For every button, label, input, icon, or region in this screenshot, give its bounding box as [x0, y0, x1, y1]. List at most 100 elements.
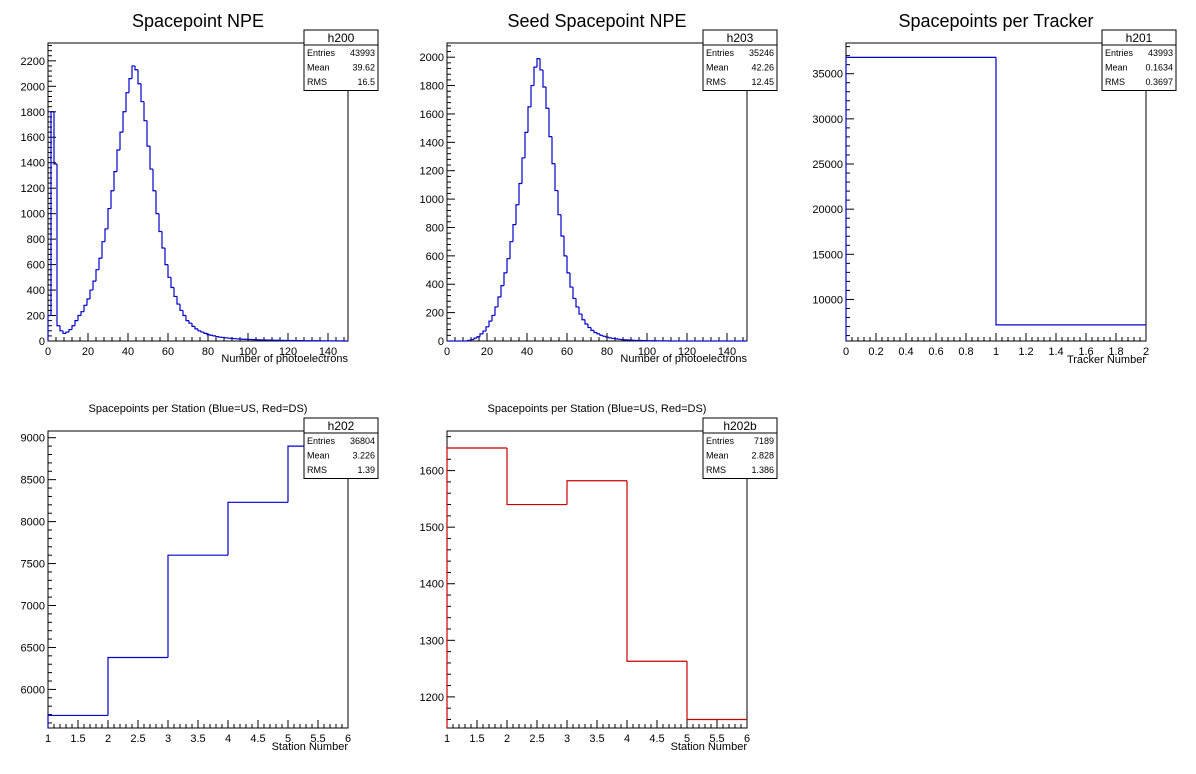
histogram-bin	[74, 320, 78, 326]
stats-label: RMS	[307, 77, 327, 87]
histogram-bin	[473, 337, 477, 340]
stats-label: Mean	[1105, 63, 1128, 73]
histogram-bin	[56, 163, 60, 327]
x-tick-label: 1	[444, 733, 450, 745]
stats-value: 1.386	[751, 465, 774, 475]
histogram-bin	[86, 298, 90, 306]
stats-value: 35246	[749, 48, 774, 58]
histogram-bin	[47, 714, 108, 728]
histogram-bin	[494, 306, 498, 316]
x-tick-label: 2	[504, 733, 510, 745]
histogram-bin	[71, 325, 75, 330]
histogram-bin	[566, 255, 570, 274]
y-tick-label: 1200	[420, 692, 444, 704]
stats-label: Mean	[307, 451, 330, 461]
histogram-bin	[569, 272, 573, 288]
histogram-bin	[200, 330, 204, 333]
histogram-bin	[77, 314, 81, 321]
histogram-bin	[125, 92, 129, 112]
histogram-bin	[143, 101, 147, 122]
stats-header: h203	[727, 31, 754, 45]
y-tick-label: 600	[27, 260, 45, 272]
x-tick-label: 140	[319, 346, 337, 358]
x-tick-label: 4.5	[250, 733, 265, 745]
y-tick-label: 7500	[21, 559, 45, 571]
x-tick-label: 6	[345, 733, 351, 745]
plot-frame	[446, 430, 748, 729]
stats-value: 43993	[350, 48, 375, 58]
x-tick-label: 3.5	[589, 733, 604, 745]
histogram-bin	[80, 311, 84, 316]
histogram-bin	[206, 333, 210, 336]
histogram-bin	[446, 447, 507, 728]
y-tick-label: 1800	[21, 107, 45, 119]
y-tick-label: 8500	[21, 475, 45, 487]
x-axis-label: Station Number	[272, 741, 349, 753]
histogram-bin	[536, 58, 540, 68]
stats-value: 1.39	[357, 465, 375, 475]
y-tick-label: 9000	[21, 433, 45, 445]
y-tick-label: 200	[27, 311, 45, 323]
stats-box: h201 Entries 43993 Mean 0.1634 RMS 0.3697	[1101, 29, 1177, 91]
x-tick-label: 4.5	[649, 733, 664, 745]
x-tick-label: 1.5	[70, 733, 85, 745]
x-tick-label: 120	[678, 346, 696, 358]
x-tick-label: 80	[601, 346, 613, 358]
stats-header: h202b	[723, 419, 757, 433]
stats-value: 7189	[754, 436, 774, 446]
histogram-bin	[95, 269, 99, 282]
stats-label: Mean	[307, 63, 330, 73]
chart-title: Seed Spacepoint NPE	[507, 11, 686, 31]
histogram-bin	[104, 228, 108, 242]
x-tick-label: 0.8	[958, 346, 973, 358]
histogram-bin	[545, 86, 549, 109]
histogram-bin	[608, 337, 612, 339]
histogram-bin	[98, 257, 102, 270]
y-tick-label: 800	[426, 222, 444, 234]
histogram-bin	[488, 320, 492, 327]
histogram-bin	[605, 336, 609, 338]
y-tick-label: 200	[426, 308, 444, 320]
histogram-bin	[188, 320, 192, 324]
stats-value: 16.5	[357, 77, 375, 87]
histogram-bin	[521, 157, 525, 184]
histogram-bin	[626, 480, 687, 662]
stats-label: Entries	[307, 48, 336, 58]
x-tick-label: 0.4	[898, 346, 913, 358]
histogram-bin	[107, 207, 111, 229]
histogram-bin	[686, 661, 747, 721]
y-tick-label: 1200	[21, 183, 45, 195]
histogram-bin	[485, 326, 489, 332]
stats-label: RMS	[307, 465, 327, 475]
stats-label: RMS	[706, 465, 726, 475]
stats-label: Entries	[307, 436, 336, 446]
histogram-bin	[512, 224, 516, 242]
y-tick-label: 6500	[21, 642, 45, 654]
x-tick-label: 0.6	[928, 346, 943, 358]
histogram-bin	[212, 335, 216, 337]
chart-title: Spacepoint NPE	[132, 11, 264, 31]
x-tick-label: 2.5	[130, 733, 145, 745]
histogram-bin	[59, 325, 63, 332]
x-axis-label: Tracker Number	[1067, 354, 1146, 366]
stats-label: Entries	[1105, 48, 1134, 58]
stats-label: Mean	[706, 63, 729, 73]
histogram-bin	[539, 58, 543, 71]
x-tick-label: 1.2	[1018, 346, 1033, 358]
x-tick-label: 0	[843, 346, 849, 358]
stats-header: h202	[328, 419, 355, 433]
x-tick-label: 6	[744, 733, 750, 745]
x-tick-label: 5.5	[310, 733, 325, 745]
x-tick-label: 0	[444, 346, 450, 358]
x-tick-label: 0	[45, 346, 51, 358]
histogram-bin	[158, 213, 162, 233]
histogram-bin	[542, 69, 546, 88]
histogram-bin	[203, 332, 207, 334]
x-tick-label: 120	[279, 346, 297, 358]
y-tick-label: 1000	[21, 209, 45, 221]
x-tick-label: 40	[122, 346, 134, 358]
x-tick-label: 2	[1143, 346, 1149, 358]
y-tick-label: 400	[426, 279, 444, 291]
histogram-bin	[176, 296, 180, 305]
histogram-bin	[140, 83, 144, 103]
